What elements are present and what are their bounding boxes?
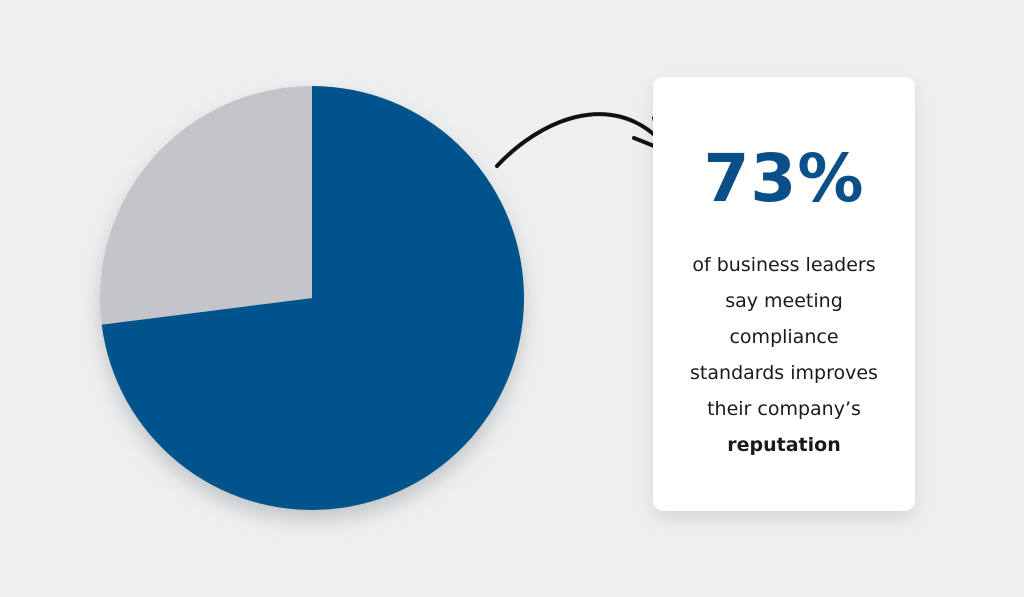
callout-text: of business leaders say meeting compliance…: [653, 247, 915, 463]
arrow: [495, 112, 662, 168]
callout-emphasis: reputation: [727, 434, 841, 456]
callout-line: of business leaders: [692, 254, 876, 276]
pie-slice: [101, 86, 524, 511]
callout-line: standards improves: [690, 362, 878, 384]
callout-card: 73% of business leaders say meeting compli…: [653, 77, 915, 511]
callout-line: compliance: [729, 326, 839, 348]
callout-value: 73%: [703, 140, 865, 217]
callout-line: their company’s: [707, 398, 861, 420]
pie-slice: [100, 86, 312, 325]
callout-line: say meeting: [725, 290, 843, 312]
pie: [100, 86, 524, 511]
